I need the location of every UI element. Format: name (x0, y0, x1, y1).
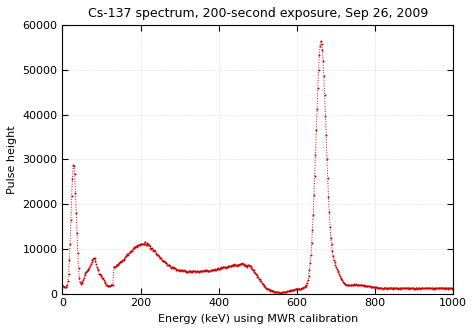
X-axis label: Energy (keV) using MWR calibration: Energy (keV) using MWR calibration (158, 314, 358, 324)
Title: Cs-137 spectrum, 200-second exposure, Sep 26, 2009: Cs-137 spectrum, 200-second exposure, Se… (88, 7, 428, 20)
Y-axis label: Pulse height: Pulse height (7, 125, 17, 194)
